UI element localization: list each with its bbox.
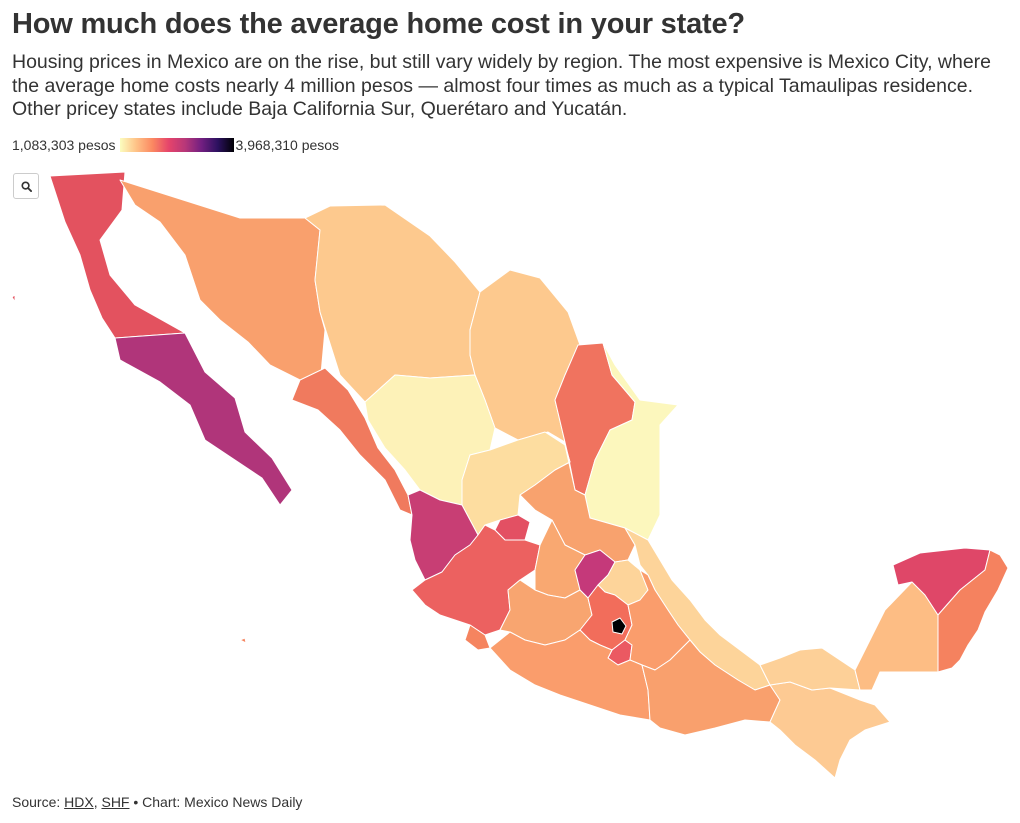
source-credit: • Chart: Mexico News Daily	[129, 794, 303, 810]
state-jalisco[interactable]	[411, 524, 541, 636]
state-chihuahua[interactable]	[304, 204, 481, 403]
legend-min-label: 1,083,303 pesos	[12, 137, 116, 153]
island-guadalupe	[11, 294, 16, 303]
state-colima[interactable]	[464, 624, 491, 651]
mexico-map	[11, 171, 1009, 779]
source-link-shf[interactable]: SHF	[101, 794, 130, 810]
state-tabasco[interactable]	[759, 647, 861, 691]
state-quintana-roo[interactable]	[937, 549, 1009, 673]
legend-max-label: 3,968,310 pesos	[235, 137, 340, 153]
state-guerrero[interactable]	[489, 629, 651, 721]
state-coahuila[interactable]	[469, 269, 581, 443]
state-chiapas[interactable]	[769, 681, 891, 779]
state-campeche[interactable]	[854, 581, 939, 691]
source-separator: ,	[93, 794, 102, 810]
legend-gradient-bar	[119, 138, 234, 152]
source-prefix: Source:	[12, 794, 65, 810]
chart-subtitle: Housing prices in Mexico are on the rise…	[12, 51, 992, 120]
zoom-button[interactable]	[13, 173, 39, 199]
state-baja-california-sur[interactable]	[114, 332, 293, 506]
source-note: Source: HDX, SHF • Chart: Mexico News Da…	[12, 794, 302, 810]
chart-title: How much does the average home cost in y…	[12, 8, 745, 40]
color-legend: 1,083,303 pesos 3,968,310 pesos	[12, 135, 339, 155]
search-icon	[20, 180, 32, 192]
state-cdmx[interactable]	[611, 617, 627, 635]
source-link-hdx[interactable]: HDX	[64, 794, 94, 810]
island-socorro	[239, 637, 247, 644]
